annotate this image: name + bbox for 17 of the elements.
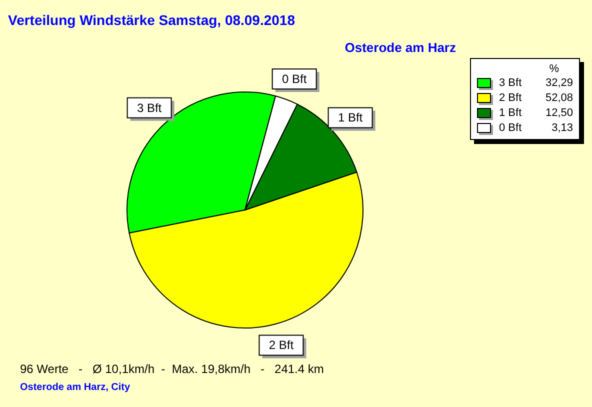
legend-label: 2 Bft xyxy=(499,92,523,104)
legend-label: 3 Bft xyxy=(499,76,523,88)
slice-label: 0 Bft xyxy=(282,72,308,86)
data-label: 52,08 xyxy=(544,92,573,104)
data-label: 12,50 xyxy=(544,106,573,118)
chart-subtitle: Osterode am Harz xyxy=(344,40,456,55)
text: Osterode am Harz, City xyxy=(20,382,130,393)
data-label: 3,13 xyxy=(550,122,573,134)
slice-label: 2 Bft xyxy=(268,338,294,352)
slice-label: 3 Bft xyxy=(136,100,162,115)
legend-label: 0 Bft xyxy=(499,122,523,134)
legend-title: % xyxy=(548,63,560,75)
legend-label: 1 Bft xyxy=(499,106,523,118)
data-label: 32,29 xyxy=(544,76,573,88)
chart-title: Verteilung Windstärke Samstag, 08.09.2018 xyxy=(8,12,296,28)
text: 96 Werte - Ø 10,1km/h - Max. 19,8km/h - 241.4 km xyxy=(20,362,324,376)
slice-label: 1 Bft xyxy=(338,110,364,125)
